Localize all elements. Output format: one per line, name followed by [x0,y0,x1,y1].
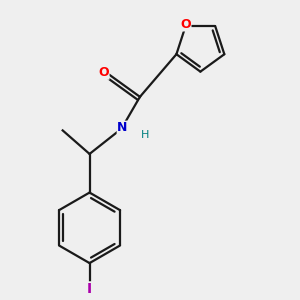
Text: O: O [180,18,191,31]
Text: H: H [141,130,149,140]
Text: I: I [87,282,92,296]
Text: N: N [117,121,128,134]
Text: O: O [98,66,109,79]
